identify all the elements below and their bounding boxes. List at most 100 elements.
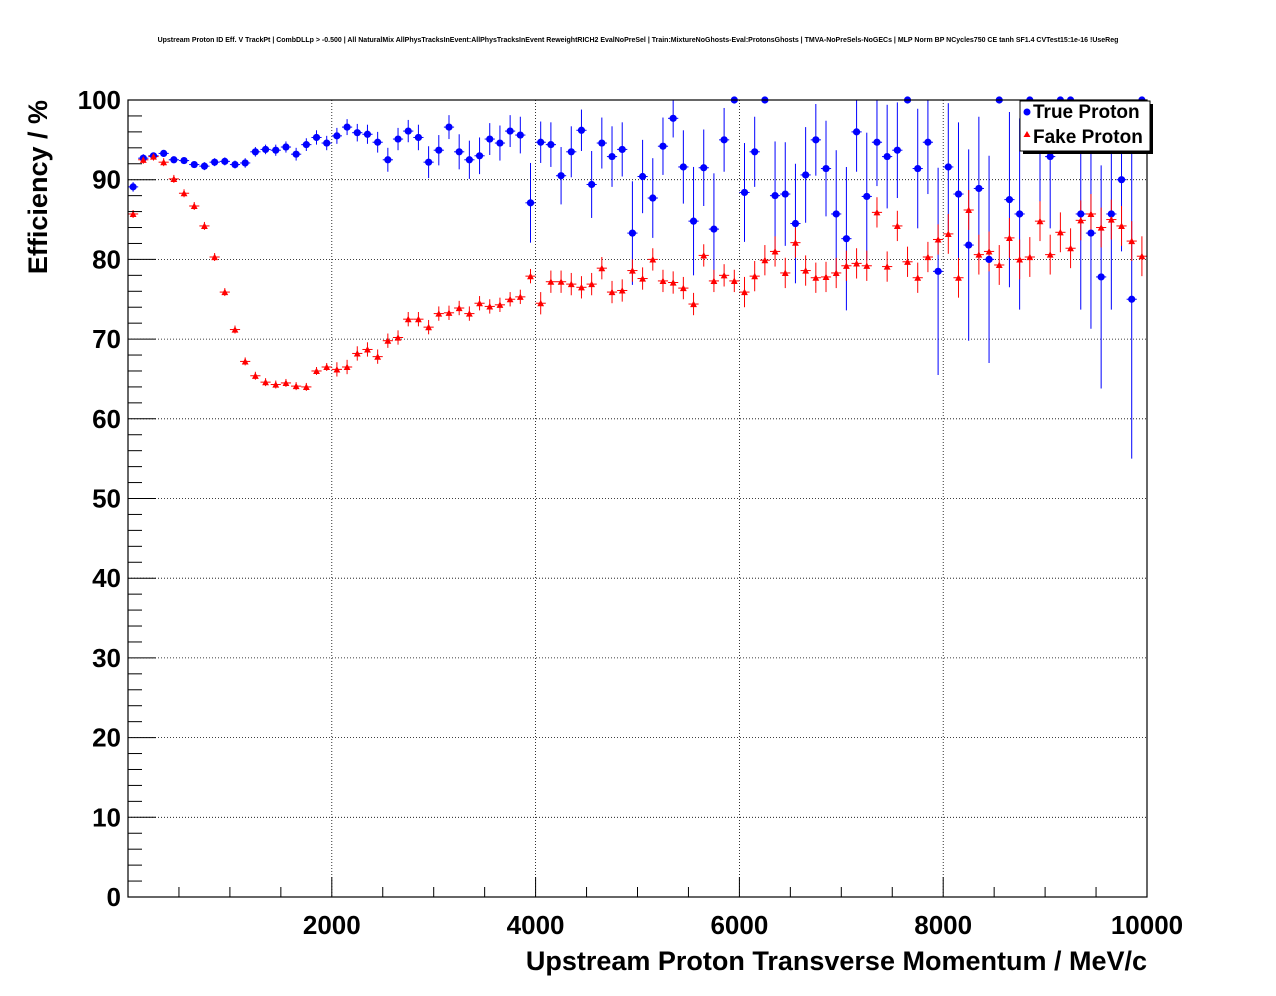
data-point — [160, 158, 168, 166]
data-point — [954, 190, 963, 198]
data-point — [781, 190, 789, 198]
chart-title: Upstream Proton ID Eff. V TrackPt | Comb… — [158, 37, 1119, 44]
y-tick-label: 70 — [92, 324, 121, 354]
data-point — [231, 160, 239, 169]
data-point — [924, 253, 932, 261]
data-point — [700, 252, 708, 259]
data-point — [170, 175, 178, 182]
legend-true-proton-label: True Proton — [1033, 102, 1140, 123]
data-point — [445, 123, 453, 131]
data-point — [241, 358, 249, 365]
legend-true-proton-marker — [1023, 108, 1031, 116]
data-point — [384, 156, 392, 164]
data-point — [129, 183, 137, 191]
data-point — [741, 288, 748, 296]
data-point — [526, 199, 535, 207]
data-point — [139, 156, 147, 163]
data-point — [669, 114, 677, 122]
data-point — [261, 145, 270, 154]
data-point — [333, 365, 341, 373]
data-point — [323, 139, 331, 147]
data-point — [231, 326, 239, 333]
data-point — [547, 141, 555, 149]
data-point — [364, 346, 371, 353]
error-bars — [128, 99, 1147, 459]
data-point — [353, 350, 361, 357]
x-tick-label: 10000 — [1111, 910, 1183, 940]
data-point — [455, 304, 463, 312]
data-point — [1107, 210, 1115, 218]
data-point — [598, 139, 606, 147]
x-tick-label: 6000 — [710, 910, 768, 940]
y-tick-label: 0 — [107, 882, 121, 912]
data-point — [435, 146, 443, 154]
data-point — [251, 148, 259, 156]
data-point — [475, 152, 484, 160]
y-tick-label: 20 — [92, 723, 121, 753]
data-point — [588, 180, 596, 189]
data-point — [965, 241, 973, 249]
data-point — [343, 363, 351, 371]
y-tick-label: 100 — [78, 85, 121, 115]
data-point — [465, 310, 473, 317]
data-point — [282, 143, 290, 151]
x-tick-label: 4000 — [507, 910, 565, 940]
data-point — [486, 303, 494, 310]
data-point — [272, 146, 280, 154]
data-point — [1056, 228, 1064, 236]
data-point — [598, 264, 606, 272]
data-point — [832, 210, 840, 218]
data-point — [629, 267, 636, 274]
data-point — [170, 156, 178, 164]
data-point — [873, 138, 881, 146]
data-point — [852, 128, 861, 136]
data-point — [272, 381, 280, 388]
data-point — [985, 248, 993, 255]
data-point — [516, 131, 524, 139]
data-point — [496, 139, 504, 147]
data-point — [567, 280, 575, 288]
data-point — [975, 184, 983, 193]
data-point — [1006, 234, 1013, 241]
data-point — [802, 267, 810, 274]
data-point — [190, 202, 198, 210]
data-point — [588, 280, 596, 288]
data-point — [639, 275, 646, 282]
data-point — [557, 278, 565, 285]
data-point — [608, 288, 616, 296]
data-point — [160, 149, 168, 157]
data-point — [618, 287, 626, 294]
data-point — [313, 367, 320, 375]
x-tick-label: 2000 — [303, 910, 361, 940]
y-tick-label: 90 — [92, 165, 121, 195]
data-point — [150, 153, 157, 160]
data-point — [221, 288, 229, 296]
data-point — [822, 273, 830, 280]
data-point — [618, 145, 626, 154]
data-point — [975, 251, 983, 258]
data-point — [292, 382, 300, 390]
data-point — [863, 192, 871, 201]
data-point — [445, 309, 453, 316]
data-point — [740, 188, 749, 197]
data-point — [1016, 210, 1024, 218]
y-tick-label: 50 — [92, 484, 121, 514]
data-point — [312, 133, 321, 142]
legend: True Proton Fake Proton — [1019, 100, 1153, 154]
legend-fake-proton-marker — [1023, 131, 1031, 137]
data-point — [302, 141, 310, 149]
data-point — [323, 363, 331, 371]
data-point — [129, 210, 137, 218]
data-point — [730, 277, 738, 284]
data-point — [1128, 237, 1136, 245]
y-axis-title: Efficiency / % — [23, 100, 53, 274]
data-point — [904, 258, 911, 265]
data-point — [822, 164, 830, 173]
data-point — [282, 379, 290, 386]
data-point — [221, 157, 229, 165]
data-point — [302, 383, 310, 390]
data-point — [1026, 253, 1034, 261]
data-point — [251, 372, 259, 379]
data-point — [812, 274, 820, 281]
data-point — [812, 136, 820, 144]
